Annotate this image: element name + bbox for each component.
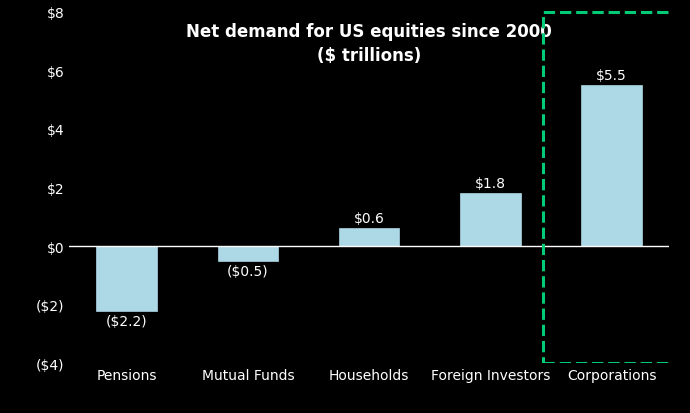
Text: $0.6: $0.6 [354,212,384,226]
Text: $1.8: $1.8 [475,177,506,191]
Bar [460,194,521,247]
Bar [97,247,157,311]
Bar [339,229,400,247]
Bar [582,85,642,247]
Text: $5.5: $5.5 [596,69,627,83]
Bar [217,247,278,261]
Text: ($2.2): ($2.2) [106,314,148,328]
Text: ($0.5): ($0.5) [227,265,268,278]
Text: Net demand for US equities since 2000
($ trillions): Net demand for US equities since 2000 ($… [186,23,552,64]
